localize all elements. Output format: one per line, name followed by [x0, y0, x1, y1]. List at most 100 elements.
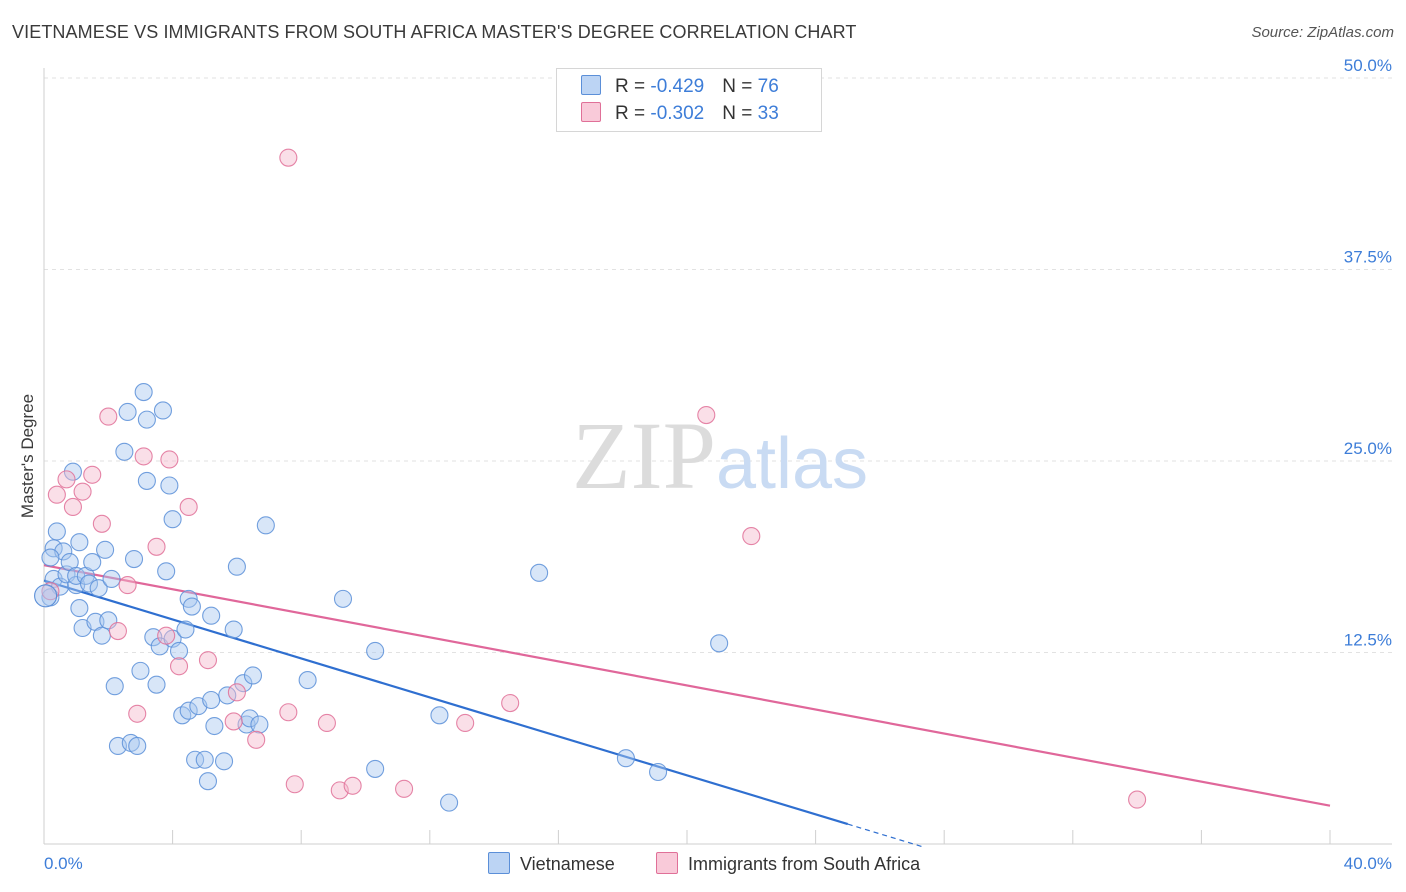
point-vietnamese — [176, 620, 195, 639]
y-tick-labels: 12.5% 25.0% 37.5% 50.0% — [1344, 56, 1392, 650]
point-vietnamese — [214, 752, 234, 771]
axes — [43, 68, 1392, 845]
r-value-south-africa: -0.302 — [650, 103, 705, 124]
grid-lines — [44, 77, 1392, 653]
point-vietnamese-large — [34, 584, 58, 608]
point-vietnamese — [115, 442, 134, 461]
r-value-vietnamese: -0.429 — [650, 76, 705, 97]
chart-source: Source: ZipAtlas.com — [1251, 24, 1394, 41]
point-south-africa — [128, 704, 147, 723]
y-tick-label: 25.0% — [1344, 439, 1392, 458]
point-vietnamese — [440, 793, 459, 812]
point-vietnamese — [195, 750, 214, 769]
scatter-points — [34, 148, 1147, 812]
point-vietnamese — [202, 606, 221, 625]
point-vietnamese — [124, 549, 144, 569]
point-vietnamese — [366, 641, 385, 661]
point-south-africa — [47, 485, 66, 504]
trend-line-vietnamese-extension — [847, 823, 922, 848]
legend-item-south-africa[interactable]: Immigrants from South Africa — [656, 852, 920, 875]
n-value-south-africa: 33 — [757, 103, 779, 124]
point-vietnamese — [83, 553, 102, 572]
legend-swatch-south-africa — [581, 102, 601, 122]
legend-swatch-vietnamese — [488, 852, 510, 874]
point-south-africa — [395, 779, 414, 798]
point-vietnamese — [157, 562, 176, 581]
y-tick-label: 37.5% — [1344, 248, 1392, 267]
point-vietnamese — [79, 574, 99, 593]
point-vietnamese — [182, 597, 201, 616]
point-south-africa — [742, 527, 761, 546]
legend-item-vietnamese[interactable]: Vietnamese — [488, 852, 615, 875]
point-south-africa — [285, 775, 304, 794]
trend-line-vietnamese — [43, 579, 849, 826]
point-south-africa — [169, 657, 189, 676]
watermark: ZIPatlas — [572, 402, 868, 509]
series-legend: Vietnamese Immigrants from South Africa — [0, 852, 1406, 878]
point-vietnamese — [92, 626, 111, 645]
point-vietnamese — [250, 715, 269, 734]
n-value-vietnamese: 76 — [757, 76, 779, 97]
point-south-africa — [118, 576, 137, 595]
x-tick-label-max: 40.0% — [1344, 854, 1392, 873]
point-south-africa — [697, 405, 716, 425]
point-vietnamese — [169, 641, 189, 661]
point-vietnamese — [137, 471, 156, 490]
point-south-africa — [279, 148, 298, 167]
point-south-africa — [73, 482, 92, 501]
stats-legend-row-vietnamese: R = -0.429 N = 76 — [581, 75, 779, 99]
chart-title: VIETNAMESE VS IMMIGRANTS FROM SOUTH AFRI… — [12, 22, 857, 42]
point-south-africa — [63, 497, 82, 517]
point-south-africa — [343, 776, 362, 795]
point-vietnamese — [131, 661, 150, 680]
point-vietnamese — [118, 402, 137, 422]
y-tick-label: 50.0% — [1344, 56, 1392, 75]
n-label: N = — [722, 76, 758, 97]
point-south-africa — [247, 730, 266, 749]
point-south-africa — [1128, 790, 1147, 809]
point-vietnamese — [256, 516, 275, 535]
point-vietnamese — [198, 772, 218, 791]
point-south-africa — [456, 713, 475, 733]
point-vietnamese — [218, 686, 237, 705]
point-vietnamese — [366, 759, 385, 778]
point-vietnamese — [163, 510, 182, 529]
point-vietnamese — [134, 383, 153, 402]
y-tick-label: 12.5% — [1344, 631, 1392, 650]
point-vietnamese — [205, 716, 224, 736]
n-label: N = — [722, 103, 758, 124]
stats-legend: R = -0.429 N = 76 R = -0.302 N = 33 — [556, 68, 822, 132]
point-south-africa — [279, 703, 298, 722]
trend-lines — [43, 564, 1331, 848]
point-vietnamese — [616, 749, 635, 768]
point-vietnamese — [63, 462, 82, 481]
point-vietnamese — [224, 620, 243, 639]
point-vietnamese — [430, 706, 449, 725]
point-south-africa — [501, 694, 520, 713]
legend-swatch-south-africa — [656, 852, 678, 874]
y-axis-title: Master's Degree — [18, 394, 37, 518]
point-south-africa — [99, 407, 118, 426]
point-vietnamese — [70, 599, 89, 618]
point-vietnamese — [173, 706, 192, 725]
point-south-africa — [57, 470, 76, 489]
point-vietnamese — [160, 476, 179, 495]
point-south-africa — [198, 651, 218, 670]
legend-swatch-vietnamese — [581, 75, 601, 95]
point-south-africa — [224, 712, 243, 731]
point-vietnamese — [298, 671, 317, 690]
legend-label-south-africa: Immigrants from South Africa — [688, 854, 921, 874]
legend-label-vietnamese: Vietnamese — [520, 854, 615, 874]
point-vietnamese — [102, 569, 121, 589]
point-south-africa — [157, 626, 176, 645]
point-vietnamese — [41, 548, 60, 567]
stats-legend-row-south-africa: R = -0.302 N = 33 — [581, 102, 779, 126]
point-vietnamese — [128, 736, 147, 756]
point-south-africa — [83, 465, 102, 484]
point-vietnamese — [96, 540, 115, 559]
point-south-africa — [317, 713, 336, 733]
r-label: R = — [615, 76, 651, 97]
point-south-africa — [179, 497, 198, 517]
point-vietnamese — [105, 677, 124, 696]
